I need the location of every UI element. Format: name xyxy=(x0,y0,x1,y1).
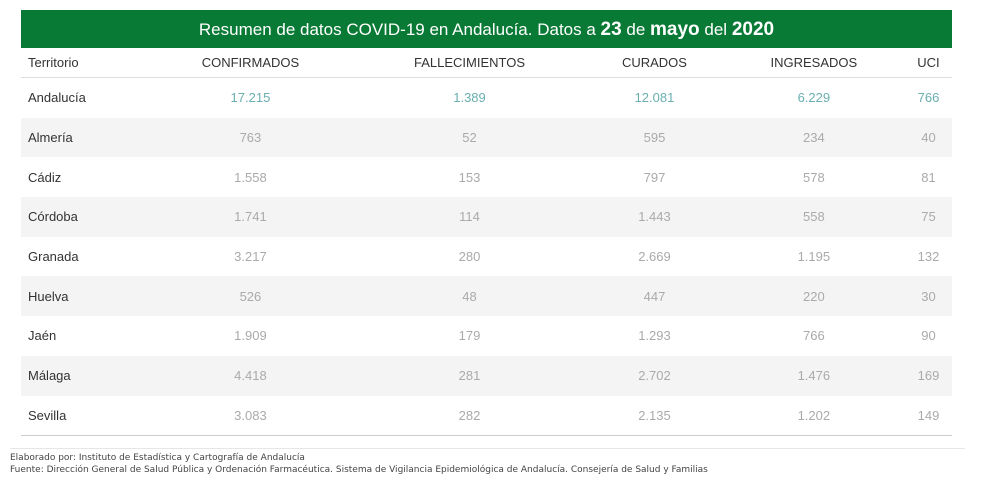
footer: Elaborado por: Instituto de Estadística … xyxy=(10,448,965,476)
value-cell: 578 xyxy=(802,169,825,185)
title-de: de xyxy=(621,20,651,39)
territory-cell: Córdoba xyxy=(21,197,148,237)
value-cell: 30 xyxy=(904,276,952,317)
column-header: INGRESADOS xyxy=(722,48,905,78)
territory-cell: Granada xyxy=(28,249,79,265)
title-del: del xyxy=(699,20,732,39)
value-cell: 48 xyxy=(352,276,587,317)
value-cell: 90 xyxy=(921,328,936,344)
header-row: Territorio CONFIRMADOS FALLECIMIENTOS CURAD… xyxy=(21,48,952,78)
value-cell: 558 xyxy=(722,197,905,237)
value-cell: 1.909 xyxy=(234,328,267,344)
value-cell: 81 xyxy=(921,169,936,185)
value-cell: 1.195 xyxy=(797,249,831,265)
value-cell: 3.083 xyxy=(148,395,353,437)
value-cell: 1.293 xyxy=(638,328,671,344)
value-cell: 1.202 xyxy=(722,395,905,437)
footer-fuente: Fuente: Dirección General de Salud Públi… xyxy=(10,465,708,475)
column-header: Territorio xyxy=(21,48,148,78)
covid-table: Territorio CONFIRMADOS FALLECIMIENTOS CURAD… xyxy=(21,48,952,437)
value-cell: 1.389 xyxy=(453,90,486,106)
value-cell: 234 xyxy=(722,117,905,158)
value-cell: 526 xyxy=(148,276,353,317)
value-cell: 1.558 xyxy=(234,169,267,185)
value-cell: 132 xyxy=(917,249,940,265)
value-cell: 75 xyxy=(904,197,952,237)
value-cell: 797 xyxy=(643,169,666,185)
territory-cell: Jaén xyxy=(28,328,57,344)
value-cell: 280 xyxy=(458,249,481,265)
table-row: Málaga 4.418 281 2.702 1.476 169 xyxy=(21,355,952,396)
table-row: Córdoba 1.741 114 1.443 558 75 xyxy=(21,197,952,237)
table-row: Granada 3.217 280 2.669 1.195 132 xyxy=(21,237,952,277)
value-cell: 595 xyxy=(586,117,723,158)
territory-cell: Andalucía xyxy=(28,90,86,106)
value-cell: 4.418 xyxy=(148,355,353,396)
table-row: Cádiz 1.558 153 797 578 81 xyxy=(21,157,952,197)
table-row: Andalucía 17.215 1.389 12.081 6.229 766 xyxy=(21,78,952,118)
column-header: CURADOS xyxy=(586,48,723,78)
value-cell: 6.229 xyxy=(797,90,831,106)
column-header: UCI xyxy=(904,48,952,78)
value-cell: 2.669 xyxy=(638,249,671,265)
territory-cell: Sevilla xyxy=(21,395,148,437)
value-cell: 3.217 xyxy=(234,249,267,265)
value-cell: 17.215 xyxy=(230,90,271,106)
value-cell: 169 xyxy=(904,355,952,396)
value-cell: 1.443 xyxy=(586,197,723,237)
value-cell: 149 xyxy=(904,395,952,437)
table-row: Jaén 1.909 179 1.293 766 90 xyxy=(21,316,952,356)
value-cell: 12.081 xyxy=(634,90,675,106)
value-cell: 2.135 xyxy=(586,395,723,437)
value-cell: 179 xyxy=(458,328,481,344)
value-cell: 766 xyxy=(917,90,940,106)
title-year: 2020 xyxy=(731,19,775,40)
table-row: Sevilla 3.083 282 2.135 1.202 149 xyxy=(21,395,952,437)
table-row: Huelva 526 48 447 220 30 xyxy=(21,276,952,317)
column-header: CONFIRMADOS xyxy=(148,48,353,78)
value-cell: 282 xyxy=(352,395,587,437)
territory-cell: Huelva xyxy=(21,276,148,317)
title-day: 23 xyxy=(600,19,622,40)
table-row: Almería 763 52 595 234 40 xyxy=(21,117,952,158)
title-text: Resumen de datos COVID-19 en Andalucía. … xyxy=(198,20,601,39)
footer-elaborado: Elaborado por: Instituto de Estadística … xyxy=(10,453,305,463)
value-cell: 763 xyxy=(148,117,353,158)
value-cell: 447 xyxy=(586,276,723,317)
value-cell: 153 xyxy=(458,169,481,185)
territory-cell: Cádiz xyxy=(28,169,62,185)
title-month: mayo xyxy=(650,19,700,40)
territory-cell: Málaga xyxy=(21,355,148,396)
value-cell: 281 xyxy=(352,355,587,396)
column-header: FALLECIMIENTOS xyxy=(352,48,587,78)
value-cell: 1.741 xyxy=(148,197,353,237)
value-cell: 40 xyxy=(904,117,952,158)
value-cell: 114 xyxy=(352,197,587,237)
value-cell: 52 xyxy=(352,117,587,158)
value-cell: 1.476 xyxy=(722,355,905,396)
table-title: Resumen de datos COVID-19 en Andalucía. … xyxy=(21,10,952,48)
value-cell: 766 xyxy=(802,328,825,344)
value-cell: 2.702 xyxy=(586,355,723,396)
territory-cell: Almería xyxy=(21,117,148,158)
value-cell: 220 xyxy=(722,276,905,317)
